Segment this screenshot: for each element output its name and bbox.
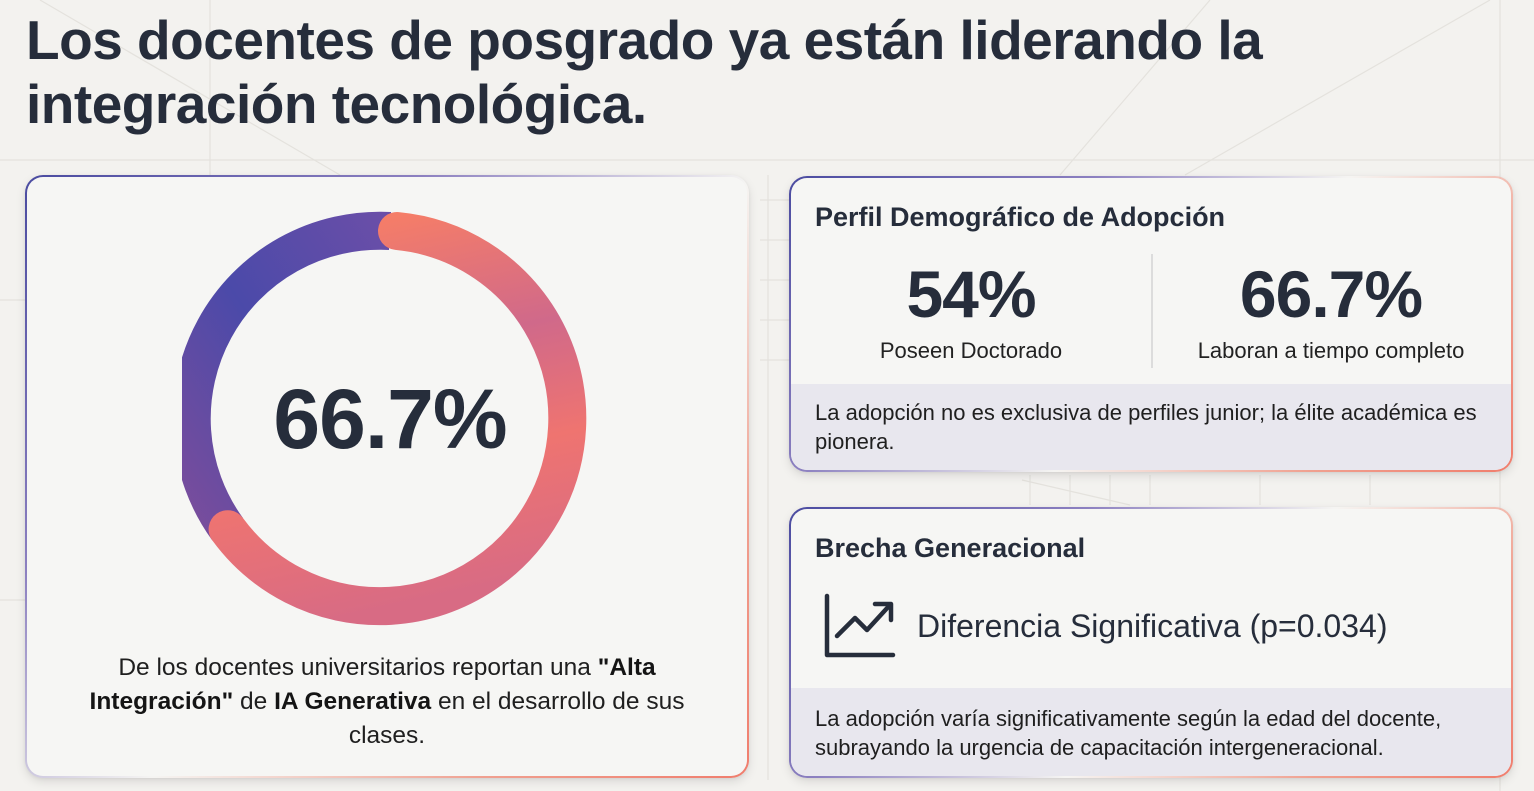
- adoption-donut-card: 66.7% De los docentes universitarios rep…: [25, 175, 749, 778]
- generational-gap-card: Brecha Generacional Diferencia Significa…: [789, 507, 1513, 778]
- stats-divider: [1151, 254, 1153, 368]
- stat-doctorate: 54% Poseen Doctorado: [791, 254, 1151, 372]
- demographic-stats: 54% Poseen Doctorado 66.7% Laboran a tie…: [791, 254, 1511, 372]
- page-title: Los docentes de posgrado ya están lidera…: [26, 9, 1263, 135]
- donut-chart: [182, 211, 587, 626]
- demographic-profile-card: Perfil Demográfico de Adopción 54% Posee…: [789, 176, 1513, 472]
- donut-center-value: 66.7%: [273, 371, 507, 466]
- generational-card-footer: La adopción varía significativamente seg…: [791, 688, 1511, 776]
- generational-card-title: Brecha Generacional: [815, 533, 1086, 563]
- donut-segment-remainder: [182, 211, 392, 541]
- demographic-card-footer: La adopción no es exclusiva de perfiles …: [791, 384, 1511, 470]
- stat-value: 66.7%: [1239, 257, 1423, 331]
- stat-full-time: 66.7% Laboran a tiempo completo: [1151, 254, 1511, 372]
- significance-row: Diferencia Significativa (p=0.034): [821, 592, 1387, 660]
- significance-text: Diferencia Significativa (p=0.034): [917, 607, 1388, 644]
- stat-label: Laboran a tiempo completo: [1197, 338, 1465, 363]
- stat-label: Poseen Doctorado: [879, 338, 1063, 363]
- donut-description: De los docentes universitarios reportan …: [89, 654, 685, 749]
- trending-up-chart-icon: [824, 593, 896, 658]
- donut-segment-high-integration: [208, 212, 587, 626]
- stat-value: 54%: [906, 257, 1036, 331]
- demographic-card-title: Perfil Demográfico de Adopción: [815, 202, 1226, 232]
